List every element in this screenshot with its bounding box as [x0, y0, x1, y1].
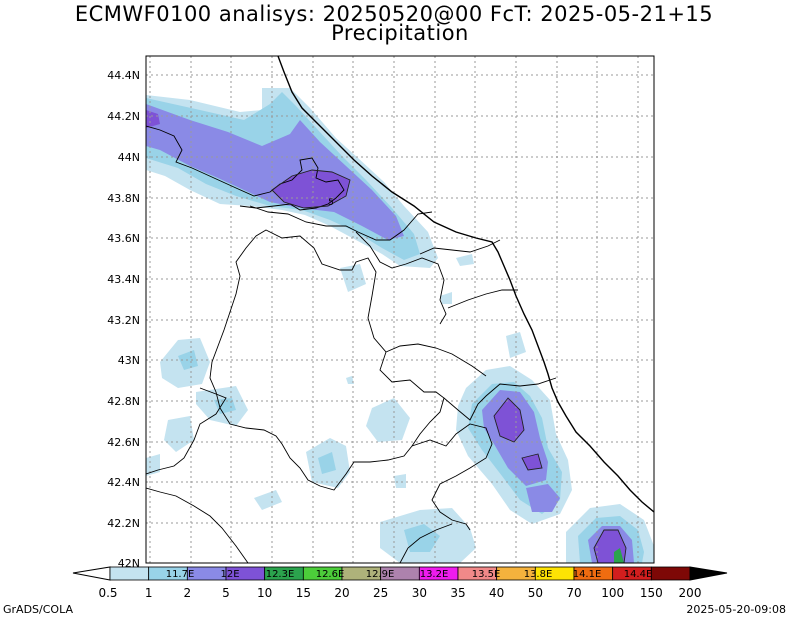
region-border-north: [146, 125, 345, 211]
colorbar-box-label: 12E: [220, 569, 239, 580]
colorbar-tick-label: 10: [257, 586, 272, 600]
lat-label: 44N: [118, 151, 140, 164]
lat-label: 44.2N: [107, 110, 140, 123]
region-border-inner-3: [447, 289, 518, 309]
colorbar-tick-label: 70: [566, 586, 581, 600]
colorbar-box-label: 14.4E: [624, 569, 653, 580]
contour-label: 5: [328, 198, 334, 208]
map-title: ECMWF0100 analisys: 20250520@00 FcT: 202…: [74, 2, 714, 26]
precip-peak-southeast: [614, 548, 624, 563]
colorbar-box-label: 14.1E: [573, 569, 602, 580]
precip-blob-south-1b: [404, 524, 440, 552]
lat-label: 42.8N: [107, 395, 140, 408]
region-border-inner-5: [146, 487, 249, 563]
precip-band-northwest-3: [146, 104, 404, 240]
region-border-abruzzo: [443, 377, 557, 421]
colorbar-boxes: [109, 566, 691, 581]
colorbar-tick-label: 200: [679, 586, 702, 600]
colorbar-box-label: 12.3E: [266, 569, 295, 580]
region-border-inner-6: [399, 523, 453, 563]
colorbar-box-label: 12.6E: [316, 569, 345, 580]
lat-label: 43.6N: [107, 232, 140, 245]
colorbar-box-label: 12.9E: [366, 569, 395, 580]
precip-blob-east-3: [506, 332, 526, 358]
colorbar-over-arrow: [689, 566, 728, 581]
map-borders: [146, 56, 654, 563]
lat-label: 42.4N: [107, 476, 140, 489]
footer-timestamp: 2025-05-20-09:08: [686, 603, 786, 616]
region-border-molise: [411, 423, 493, 531]
precip-blob-central-1: [366, 398, 410, 442]
region-border-inner-2: [419, 239, 501, 255]
region-border-marche: [249, 205, 433, 241]
precip-system-east-4: [526, 484, 560, 512]
precip-blob-west-3: [164, 416, 194, 452]
latitude-labels: 44.4N 44.2N 44N 43.8N 43.6N 43.4N 43.2N …: [107, 69, 140, 570]
region-border-umbria: [209, 229, 445, 491]
lat-label: 43.8N: [107, 192, 140, 205]
lat-label: 44.4N: [107, 69, 140, 82]
colorbar-box-label: 13.8E: [524, 569, 553, 580]
colorbar-tick-label: 30: [412, 586, 427, 600]
lat-label: 42.6N: [107, 436, 140, 449]
coastline: [277, 56, 654, 513]
precip-blob-central-3: [394, 474, 406, 488]
precip-core-east-2: [522, 454, 542, 470]
colorbar-under-arrow: [72, 566, 111, 581]
colorbar-tick-label: 25: [373, 586, 388, 600]
colorbar-tick-label: 50: [528, 586, 543, 600]
colorbar-tick-label: 150: [640, 586, 663, 600]
precipitation-fields: [146, 88, 654, 563]
colorbar-tick-label: 100: [601, 586, 624, 600]
colorbar-box: [109, 566, 150, 581]
precip-blob-east-1: [456, 254, 474, 266]
precip-blob-central-2b: [318, 452, 336, 474]
colorbar-box-labels: 11.7E 12E 12.3E 12.6E 12.9E 13.2E 13.5E …: [166, 569, 653, 580]
colorbar-tick-label: 5: [222, 586, 230, 600]
region-border-inner-4: [385, 343, 487, 377]
colorbar-tick-label: 1: [145, 586, 153, 600]
colorbar-tick-label: 20: [334, 586, 349, 600]
colorbar-box-label: 11.7E: [166, 569, 195, 580]
colorbar-tick-label: 0.5: [98, 586, 117, 600]
colorbar-tick-label: 2: [184, 586, 192, 600]
footer-credit: GrADS/COLA: [3, 603, 73, 616]
map-frame: [145, 55, 655, 564]
lat-label: 43.4N: [107, 273, 140, 286]
region-border-lazio: [146, 387, 227, 475]
colorbar-tick-label: 15: [296, 586, 311, 600]
colorbar-tick-label: 40: [489, 586, 504, 600]
lat-label: 43N: [118, 354, 140, 367]
map-subtitle: Precipitation: [331, 21, 469, 45]
colorbar: 11.7E 12E 12.3E 12.6E 12.9E 13.2E 13.5E …: [72, 566, 728, 600]
precip-blob-west-4: [146, 454, 160, 476]
lat-label: 42.2N: [107, 517, 140, 530]
precip-blob-west-5: [254, 490, 282, 510]
colorbar-box-label: 13.2E: [420, 569, 449, 580]
colorbar-tick-label: 35: [450, 586, 465, 600]
region-border-inner-1: [355, 231, 447, 325]
colorbar-box-label: 13.5E: [472, 569, 501, 580]
precip-blob-center-2: [346, 376, 354, 384]
colorbar-ticks: 0.5 1 2 5 10 15 20 25 30 35 40 50 70 100 150 200: [98, 586, 701, 600]
precip-blob-east-2: [440, 292, 452, 304]
colorbar-box: [650, 566, 691, 581]
precip-core-corner: [146, 110, 160, 128]
lat-label: 43.2N: [107, 314, 140, 327]
